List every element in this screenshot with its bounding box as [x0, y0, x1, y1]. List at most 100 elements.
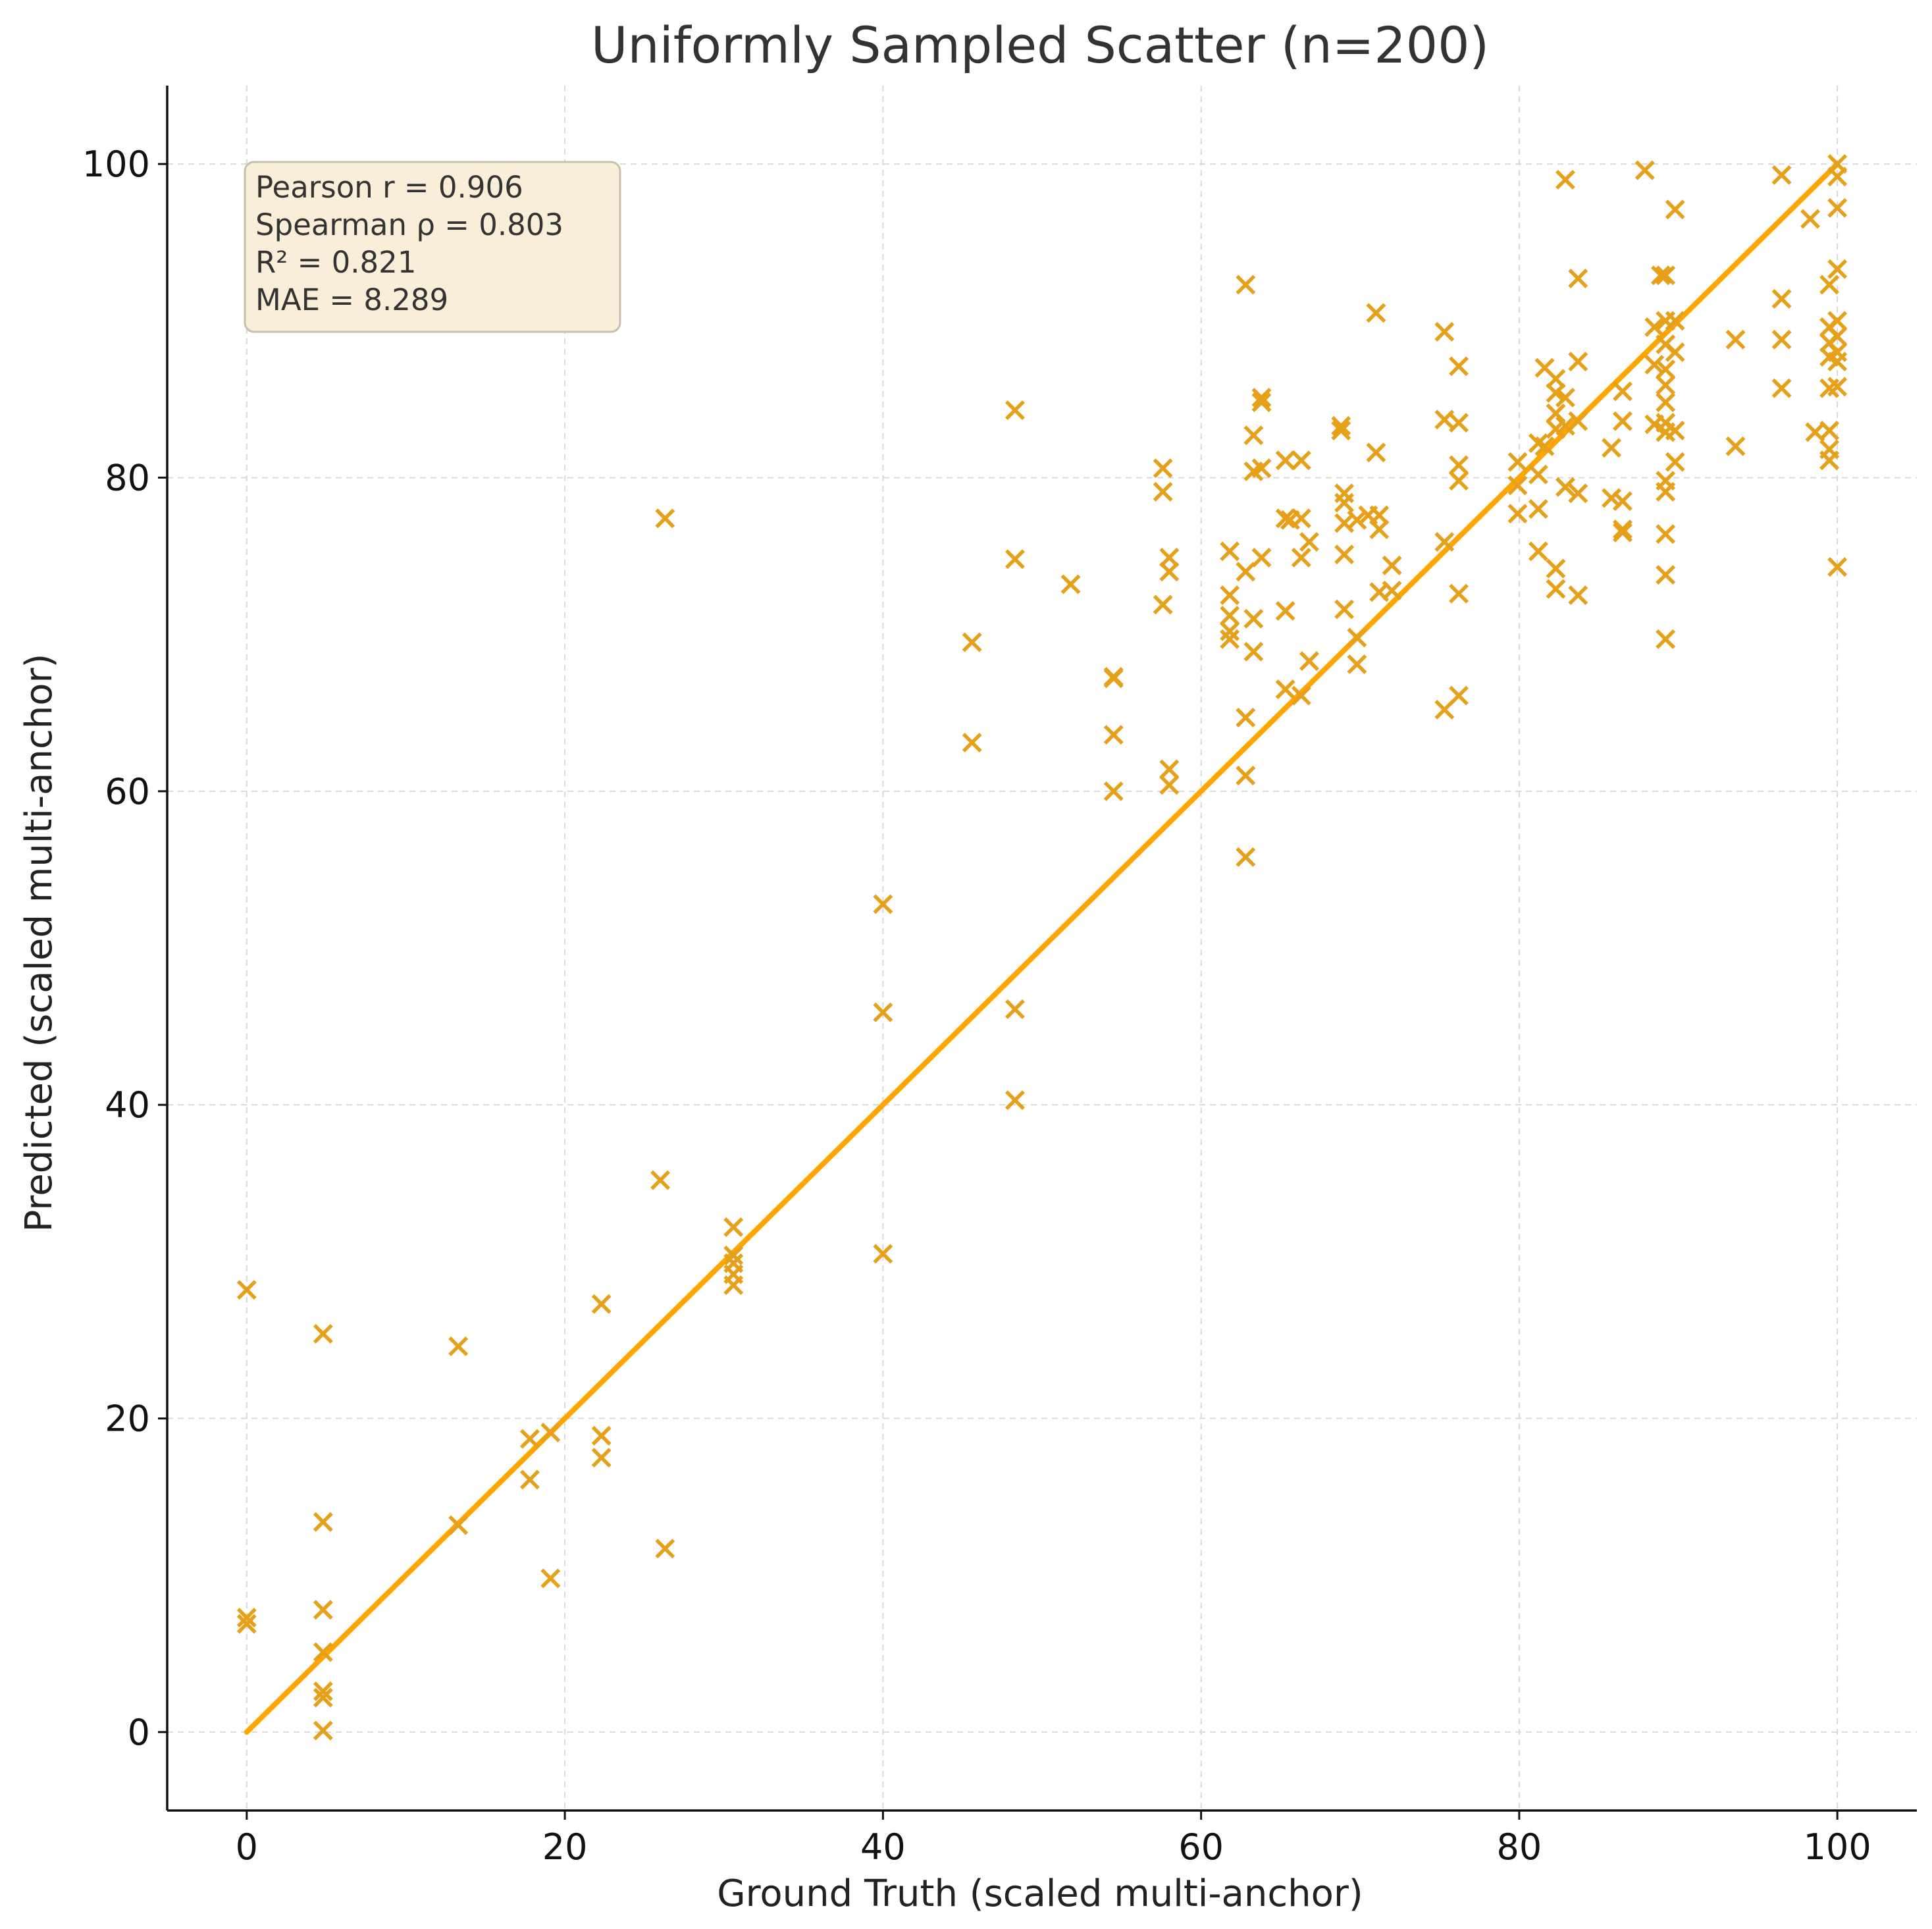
data-point [1251, 388, 1272, 408]
data-point [1243, 641, 1264, 662]
data-point [1568, 352, 1588, 372]
data-point [1291, 685, 1311, 706]
data-point [1159, 775, 1180, 795]
x-tick-label: 60 [1178, 1826, 1224, 1868]
data-point [962, 632, 982, 652]
data-point [1656, 375, 1676, 395]
data-point [1665, 342, 1685, 362]
data-point [540, 1568, 561, 1589]
data-point [1656, 392, 1676, 413]
data-point [1725, 436, 1746, 456]
x-tick-label: 40 [860, 1826, 906, 1868]
data-point [1449, 455, 1469, 475]
data-point [655, 508, 675, 529]
data-point [723, 1275, 744, 1296]
y-tick-label: 100 [82, 144, 150, 185]
data-point [313, 1681, 333, 1701]
y-tick-label: 40 [105, 1084, 150, 1126]
data-point [1382, 581, 1402, 600]
data-point [1334, 599, 1355, 620]
stats-box: Pearson r = 0.906 Spearman ρ = 0.803 R² … [244, 161, 621, 333]
data-point [873, 1002, 893, 1022]
data-point [1651, 265, 1671, 286]
data-point [1153, 595, 1173, 615]
chart-title: Uniformly Sampled Scatter (n=200) [591, 16, 1489, 74]
points-layer [236, 154, 1848, 1741]
data-point [1005, 549, 1025, 569]
data-point [962, 733, 982, 753]
data-point [1568, 585, 1588, 606]
data-point [1555, 169, 1575, 190]
x-tick-label: 0 [236, 1826, 258, 1868]
data-point [1534, 436, 1555, 456]
data-point [1005, 999, 1025, 1019]
data-point [1613, 411, 1632, 431]
y-tick-label: 0 [128, 1712, 150, 1753]
data-point [1613, 491, 1632, 512]
data-point [313, 1687, 333, 1708]
data-point [1275, 679, 1295, 699]
data-point [1656, 265, 1676, 286]
data-point [1236, 562, 1256, 582]
y-axis-label: Predicted (scaled multi-anchor) [18, 654, 61, 1232]
stats-r-squared: R² = 0.821 [255, 245, 416, 280]
data-point [236, 1280, 257, 1300]
data-point [1546, 383, 1566, 403]
data-point [236, 1614, 257, 1634]
data-point [313, 1323, 333, 1344]
data-point [1366, 303, 1386, 323]
data-point [313, 1600, 333, 1620]
data-point [1656, 565, 1676, 585]
data-point [1103, 668, 1124, 689]
data-point [1159, 759, 1180, 780]
data-point [1220, 541, 1240, 562]
data-point [1347, 627, 1367, 648]
data-point [591, 1425, 612, 1446]
data-point [723, 1217, 744, 1237]
fit-line [244, 161, 1841, 1735]
data-point [1236, 275, 1256, 295]
data-point [1546, 558, 1566, 579]
data-point [1005, 1090, 1025, 1110]
data-point [1644, 317, 1665, 337]
data-point [1528, 541, 1548, 562]
data-point [1449, 413, 1469, 433]
data-point [1507, 504, 1528, 524]
data-point [1275, 450, 1295, 471]
data-point [1827, 259, 1848, 279]
data-point [1434, 532, 1455, 552]
data-point [1449, 356, 1469, 377]
data-point [1291, 547, 1311, 568]
data-point [1827, 377, 1848, 397]
data-point [1568, 483, 1588, 504]
data-point [1528, 499, 1548, 519]
data-point [591, 1448, 612, 1468]
data-point [1243, 425, 1264, 446]
data-point [1060, 574, 1081, 595]
stats-pearson: Pearson r = 0.906 [255, 170, 523, 205]
data-point [1159, 547, 1180, 568]
data-point [1291, 508, 1311, 529]
data-point [591, 1294, 612, 1314]
data-point [1236, 707, 1256, 727]
data-point [1819, 421, 1840, 440]
data-point [1334, 492, 1355, 513]
data-point [1546, 369, 1566, 389]
ticks: 0 20 40 60 80 100 0 20 40 60 80 100 [82, 144, 1871, 1868]
data-point [1449, 471, 1469, 491]
data-point [1656, 629, 1676, 649]
data-point [1334, 483, 1355, 504]
data-point [650, 1170, 671, 1190]
data-point [1665, 421, 1685, 440]
data-point [1103, 725, 1124, 745]
data-point [1369, 519, 1390, 539]
data-point [1251, 547, 1272, 568]
data-point [1331, 415, 1351, 436]
x-axis-label: Ground Truth (scaled multi-anchor) [717, 1872, 1363, 1915]
data-point [1299, 651, 1319, 672]
data-point [1275, 600, 1295, 621]
data-point [1220, 621, 1240, 641]
data-point [1568, 411, 1588, 431]
data-point [1800, 209, 1821, 229]
